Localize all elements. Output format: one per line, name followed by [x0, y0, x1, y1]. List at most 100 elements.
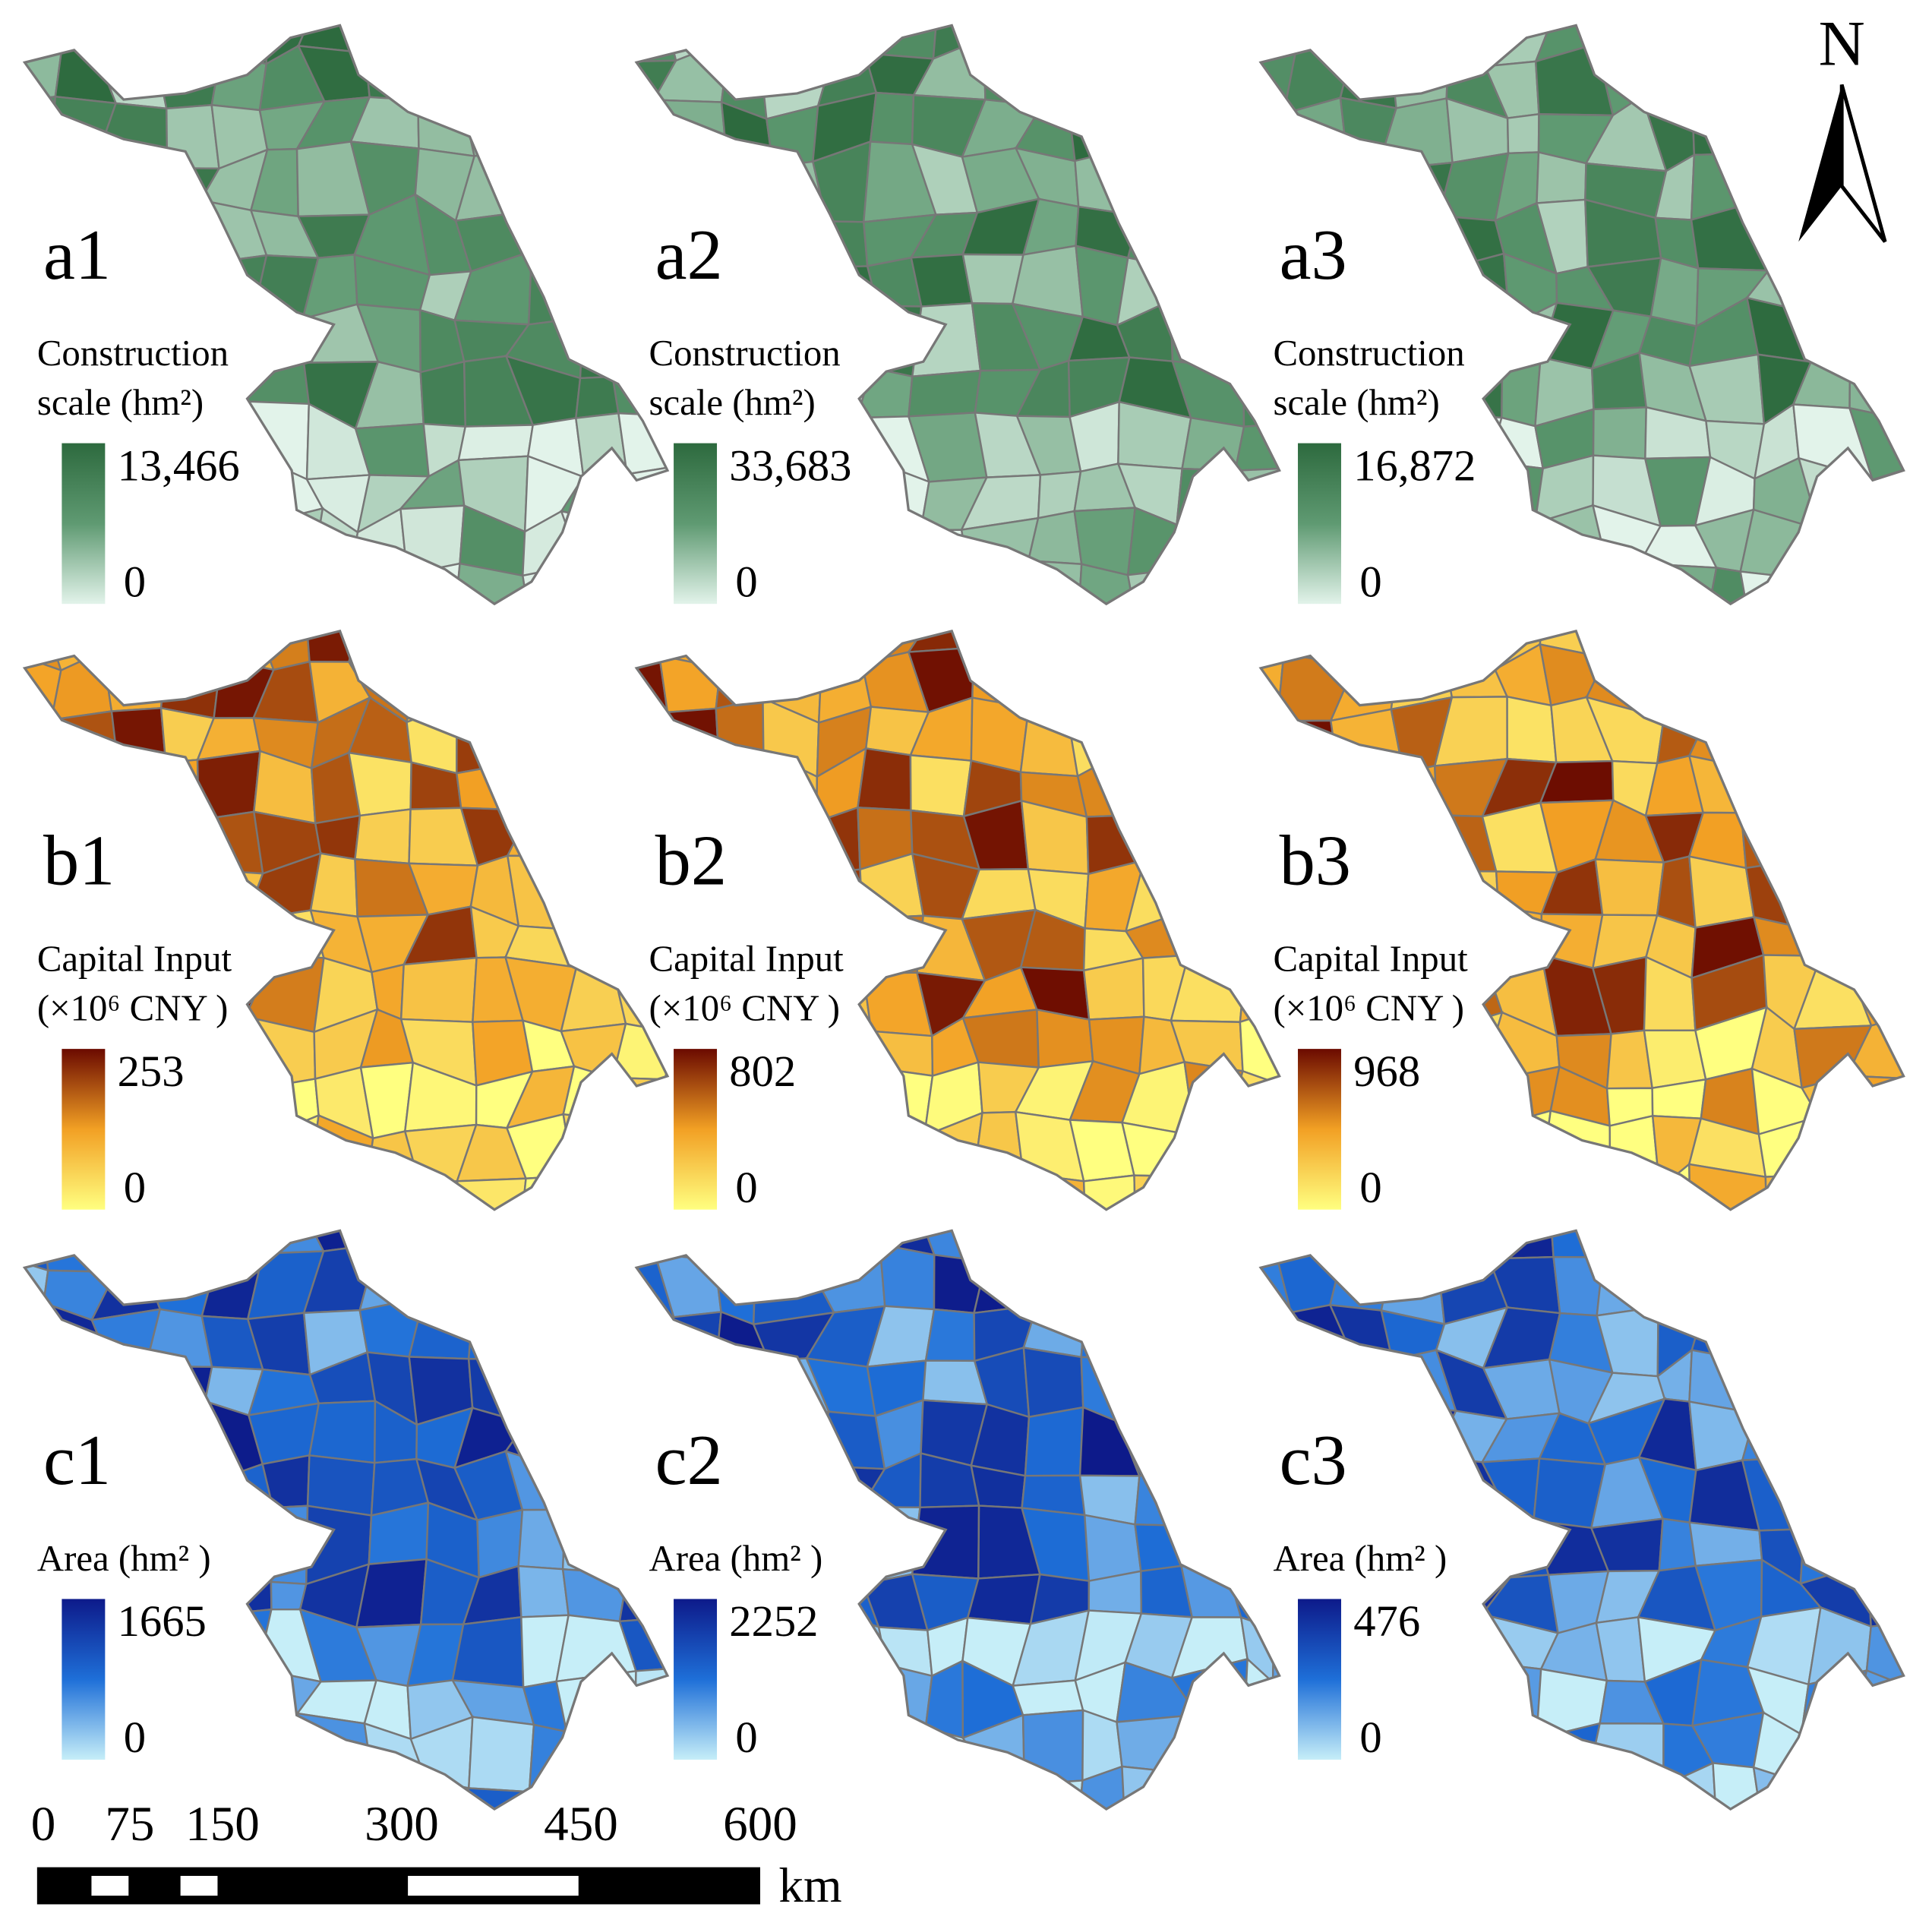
arrow-left [1798, 84, 1842, 242]
legend-max: 476 [1353, 1596, 1420, 1646]
region [1261, 1349, 1304, 1429]
region [1337, 1230, 1394, 1257]
region [519, 1174, 575, 1210]
region [1552, 1255, 1605, 1317]
region [1333, 1764, 1404, 1810]
region [876, 1838, 935, 1878]
region [157, 510, 221, 582]
region [909, 754, 973, 818]
province-outline [634, 630, 1281, 1211]
legend-title: Construction [1273, 332, 1464, 374]
region [197, 810, 264, 875]
legend-max: 2252 [729, 1596, 818, 1646]
region [1021, 1227, 1085, 1290]
region [1861, 643, 1904, 708]
region [616, 630, 668, 665]
region [636, 1110, 679, 1179]
region [830, 25, 872, 55]
legend-min: 0 [735, 557, 757, 606]
region [465, 1249, 517, 1318]
region [1077, 1765, 1126, 1810]
region [1391, 1718, 1454, 1785]
region [1700, 1230, 1772, 1257]
region [1430, 1767, 1502, 1810]
region [1261, 1163, 1293, 1210]
region [1261, 1230, 1280, 1249]
region [805, 265, 879, 311]
panel-label: b1 [43, 822, 115, 901]
region [636, 1363, 665, 1407]
region [314, 814, 361, 860]
region [197, 1230, 265, 1255]
region [1764, 1173, 1814, 1210]
region [658, 654, 721, 714]
region [209, 577, 272, 605]
region [1858, 40, 1904, 104]
region [715, 204, 781, 274]
region [1868, 1401, 1904, 1478]
map-panel: c2 Area (hm² ) 2252 0 [634, 1229, 1353, 1896]
region [455, 660, 526, 724]
region [1186, 25, 1240, 59]
region [355, 1558, 428, 1629]
region [1442, 630, 1499, 671]
region [574, 193, 636, 264]
region [1430, 252, 1511, 328]
region [868, 1126, 938, 1184]
scale-bar-segment [91, 1876, 129, 1896]
region [1115, 1230, 1186, 1267]
region [1688, 1163, 1768, 1210]
region [24, 1301, 45, 1356]
legend-title: scale (hm²) [649, 381, 816, 423]
region [39, 1353, 108, 1417]
legend-gradient [674, 1049, 718, 1210]
region [724, 160, 775, 224]
region [1134, 1467, 1181, 1527]
region [908, 369, 982, 418]
legend-max: 1665 [118, 1596, 207, 1646]
region [512, 630, 582, 663]
region [576, 610, 624, 674]
region [808, 1066, 879, 1132]
region [1187, 163, 1242, 213]
region [1176, 751, 1226, 829]
scale-label: 450 [544, 1797, 618, 1852]
region [1807, 1171, 1848, 1210]
region [1485, 905, 1543, 968]
region [507, 617, 585, 683]
region [1219, 753, 1280, 829]
region [24, 512, 61, 576]
region [1858, 90, 1899, 161]
legend-gradient [62, 1049, 106, 1210]
region [1118, 25, 1192, 59]
region [1480, 1457, 1541, 1522]
region [636, 504, 677, 577]
region [1756, 114, 1800, 167]
region [1026, 1819, 1084, 1896]
region [465, 1230, 530, 1265]
region [1025, 653, 1096, 709]
region [1802, 1454, 1873, 1531]
region [1272, 1826, 1353, 1882]
region [253, 1831, 320, 1871]
region [251, 630, 311, 671]
region [805, 1230, 882, 1263]
region [1345, 804, 1404, 871]
region [1740, 812, 1809, 870]
region [143, 1230, 223, 1266]
region [1903, 1009, 1904, 1080]
region [1910, 705, 1932, 774]
region [1499, 1182, 1564, 1210]
region [1026, 1230, 1091, 1268]
region [1229, 1115, 1280, 1190]
region [863, 1711, 927, 1779]
region [1378, 1230, 1440, 1268]
region [257, 1078, 320, 1142]
region [1378, 856, 1441, 933]
region [975, 1776, 1028, 1810]
region [1281, 1776, 1353, 1837]
region [527, 248, 585, 326]
region [92, 25, 155, 48]
legend-min: 0 [124, 1163, 146, 1212]
region [1026, 1260, 1091, 1306]
